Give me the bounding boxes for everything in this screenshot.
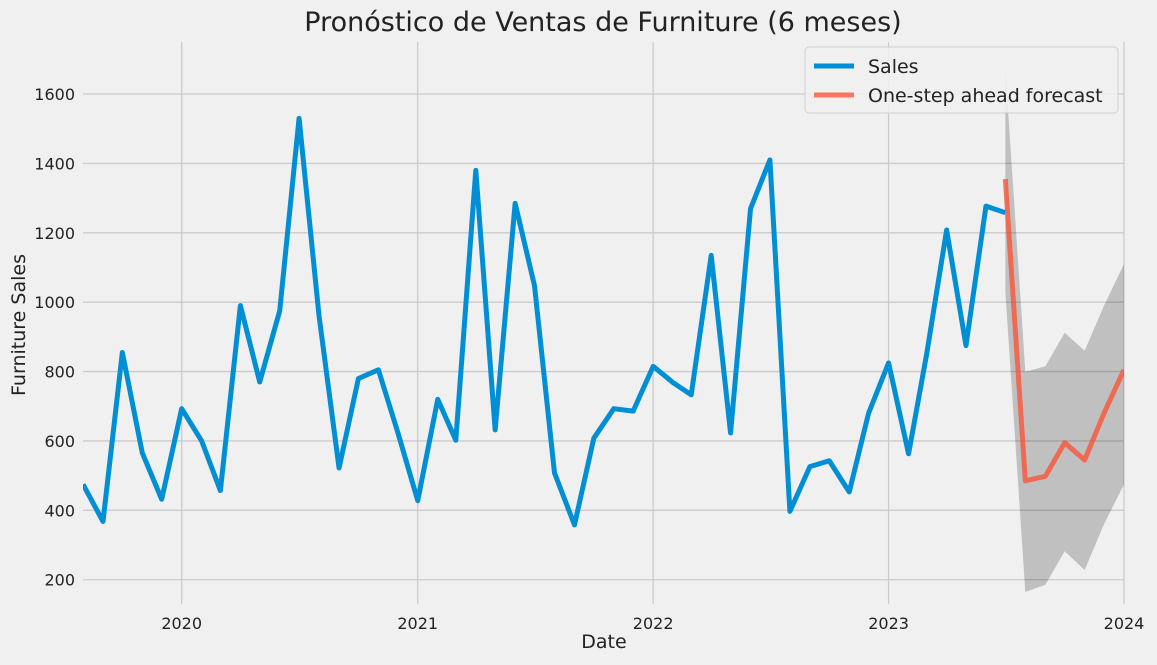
y-tick-label: 600 <box>44 432 75 451</box>
legend-label-forecast: One-step ahead forecast <box>868 85 1103 107</box>
legend-box <box>804 46 1119 114</box>
x-tick-label: 2023 <box>868 614 909 633</box>
x-axis-label: Date <box>581 631 626 653</box>
y-axis-label: Furniture Sales <box>8 254 30 396</box>
series-lines <box>83 115 1124 528</box>
x-tick-label: 2022 <box>633 614 674 633</box>
forecast-confidence-interval <box>1005 69 1124 592</box>
series-line-forecast <box>1002 178 1124 484</box>
confidence-band <box>1005 69 1124 592</box>
series-line-sales <box>83 115 1007 528</box>
x-tick-labels: 2020 2021 2022 2023 2024 <box>161 614 1144 633</box>
y-tick-labels: 200 400 600 800 1000 1200 1400 1600 <box>34 85 75 590</box>
x-tick-label: 2021 <box>397 614 438 633</box>
legend-label-sales: Sales <box>868 56 919 78</box>
y-tick-label: 800 <box>44 363 75 382</box>
y-tick-label: 1400 <box>34 154 75 173</box>
y-tick-label: 1000 <box>34 293 75 312</box>
y-tick-label: 200 <box>44 571 75 590</box>
legend: Sales One-step ahead forecast <box>804 46 1119 114</box>
chart-title: Pronóstico de Ventas de Furniture (6 mes… <box>304 7 901 38</box>
x-tick-label: 2024 <box>1104 614 1145 633</box>
y-tick-label: 1200 <box>34 224 75 243</box>
y-tick-label: 1600 <box>34 85 75 104</box>
x-tick-label: 2020 <box>161 614 202 633</box>
grid <box>83 42 1125 604</box>
y-tick-label: 400 <box>44 501 75 520</box>
